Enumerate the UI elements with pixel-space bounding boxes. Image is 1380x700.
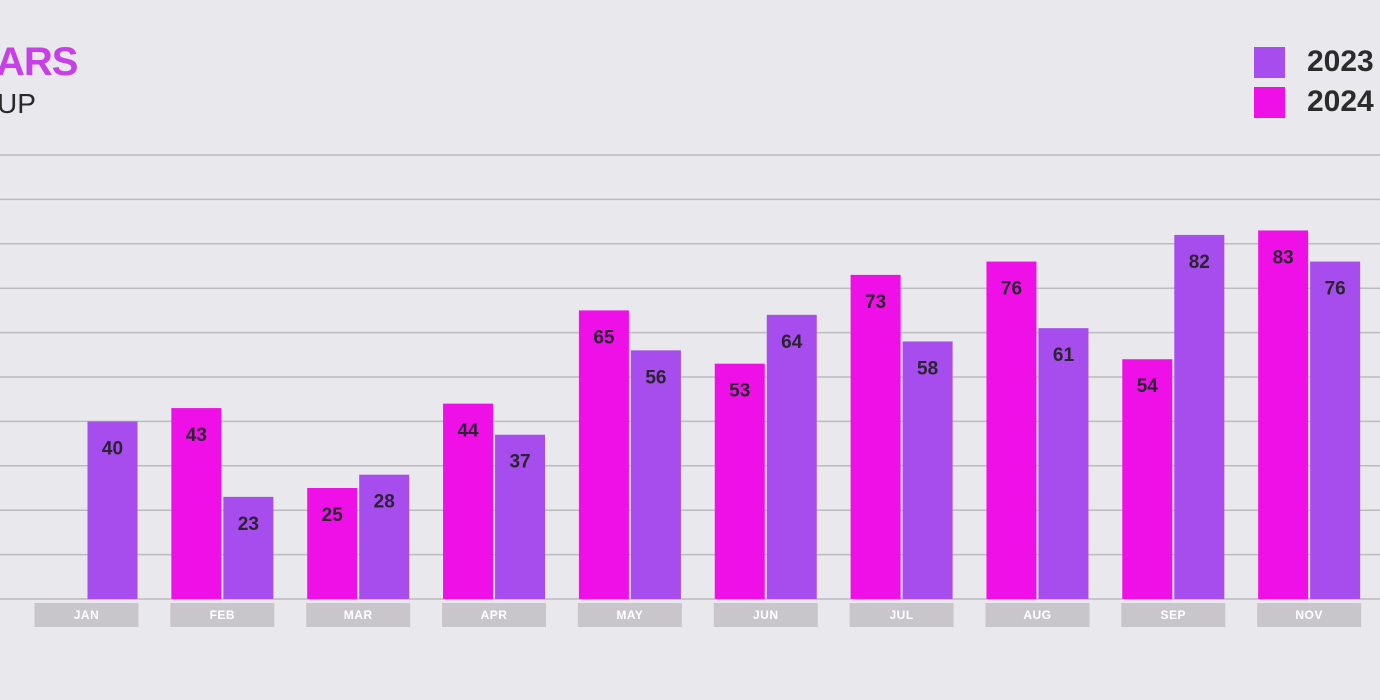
category-label-bg [306,603,411,627]
bar-value-2024-apr: 44 [457,421,479,442]
category-label-bg [985,603,1090,627]
bar-2023-mar [359,474,410,599]
category-label-bg [849,603,954,627]
bar-value-2023-may: 56 [645,367,666,388]
chart-subtitle: UP [0,88,36,119]
category-label-apr: APR [481,608,508,622]
bar-value-2023-aug: 61 [1053,345,1075,366]
bar-2024-feb [171,408,222,599]
bar-value-2023-jun: 64 [781,332,803,353]
bar-2024-mar [307,488,358,599]
bar-value-2024-sep: 54 [1137,376,1159,397]
legend-label-2023: 2023 [1307,45,1374,78]
category-label-bg [1121,603,1226,627]
bar-value-2023-apr: 37 [509,452,530,473]
legend-swatch-2023 [1254,46,1285,78]
category-label-jul: JUL [890,608,914,622]
category-label-jun: JUN [753,608,779,622]
bar-2023-may [630,350,681,599]
category-label-jan: JAN [74,608,100,622]
bar-value-2024-feb: 43 [186,425,207,446]
bar-2023-feb [223,496,274,599]
bar-2024-jul [850,274,901,599]
bar-2024-nov [1258,230,1309,600]
chart-title: ARS [0,40,78,84]
legend-label-2024: 2024 [1307,85,1374,118]
category-label-feb: FEB [210,608,236,622]
category-label-nov: NOV [1295,608,1323,622]
legend-item-2023: 2023 [1254,42,1374,82]
bar-value-2023-nov: 76 [1325,279,1346,300]
bar-2023-jan [87,421,138,599]
category-label-bg [34,603,139,627]
bar-2023-jul [902,341,953,599]
bar-value-2024-may: 65 [593,327,615,348]
bar-value-2023-sep: 82 [1189,252,1210,273]
bar-value-2023-mar: 28 [374,492,395,513]
bar-value-2024-aug: 76 [1001,279,1022,300]
category-label-may: MAY [616,608,643,622]
bar-value-2023-jan: 40 [102,438,123,459]
category-label-bg [1257,603,1362,627]
bar-2023-sep [1174,234,1225,600]
category-label-mar: MAR [344,608,373,622]
bar-value-2024-jul: 73 [865,292,886,313]
bar-2024-apr [443,403,494,599]
category-label-bg [442,603,547,627]
bar-value-2023-feb: 23 [238,514,259,535]
legend-swatch-2024 [1254,86,1285,118]
bar-2023-aug [1038,328,1089,599]
bar-2023-apr [495,434,546,599]
bar-value-2024-mar: 25 [322,505,344,526]
bar-2024-aug [986,261,1037,599]
legend: 2023 2024 [1254,42,1374,122]
bar-2023-jun [766,314,817,599]
bar-value-2023-jul: 58 [917,358,938,379]
category-label-bg [170,603,275,627]
category-label-aug: AUG [1023,608,1051,622]
category-label-sep: SEP [1161,608,1187,622]
bar-2024-sep [1122,359,1173,599]
legend-item-2024: 2024 [1254,82,1374,122]
bar-value-2024-nov: 83 [1273,247,1294,268]
bar-2024-jun [714,363,765,599]
bar-2023-nov [1310,261,1361,599]
category-label-bg [713,603,818,627]
bar-value-2024-jun: 53 [729,381,750,402]
category-label-bg [577,603,682,627]
bar-2024-may [578,310,629,599]
